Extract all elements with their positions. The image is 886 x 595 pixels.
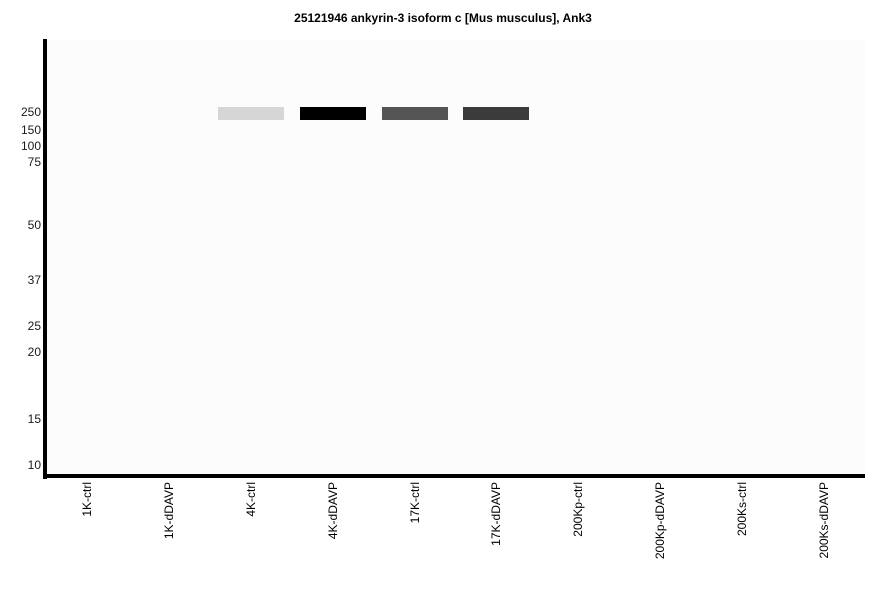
y-axis-line xyxy=(43,39,47,479)
x-axis-tick-label: 200Ks-dDAVP xyxy=(817,482,831,559)
x-axis-tick-label: 1K-ctrl xyxy=(80,482,94,517)
y-axis-tick-label: 15 xyxy=(27,412,41,426)
y-axis-tick-label: 10 xyxy=(27,458,41,472)
x-axis-tick-label: 17K-dDAVP xyxy=(489,482,503,546)
y-axis-tick-label: 20 xyxy=(27,345,41,359)
blot-band xyxy=(300,107,366,120)
x-axis-tick-label: 200Kp-dDAVP xyxy=(653,482,667,560)
x-axis-line xyxy=(43,474,865,478)
plot-area xyxy=(46,40,865,476)
x-axis-tick-label: 4K-ctrl xyxy=(244,482,258,517)
page-title: 25121946 ankyrin-3 isoform c [Mus muscul… xyxy=(294,11,592,25)
blot-band xyxy=(382,107,448,120)
blot-band xyxy=(218,107,284,120)
y-axis-tick-label: 50 xyxy=(27,218,41,232)
y-axis-tick-label: 150 xyxy=(20,123,41,137)
y-axis-tick-label: 250 xyxy=(20,105,41,119)
y-axis-tick-label: 25 xyxy=(27,319,41,333)
y-axis-tick-label: 100 xyxy=(20,139,41,153)
y-axis-tick-labels: 250 150 100 75 50 37 25 20 15 10 xyxy=(0,0,41,595)
y-axis-tick-label: 75 xyxy=(27,155,41,169)
x-axis-tick-label: 200Kp-ctrl xyxy=(571,482,585,537)
x-axis-tick-label: 4K-dDAVP xyxy=(326,482,340,540)
y-axis-tick-label: 37 xyxy=(27,273,41,287)
x-axis-tick-label: 17K-ctrl xyxy=(408,482,422,524)
blot-band xyxy=(463,107,529,120)
x-axis-tick-label: 1K-dDAVP xyxy=(162,482,176,540)
x-axis-tick-label: 200Ks-ctrl xyxy=(735,482,749,537)
